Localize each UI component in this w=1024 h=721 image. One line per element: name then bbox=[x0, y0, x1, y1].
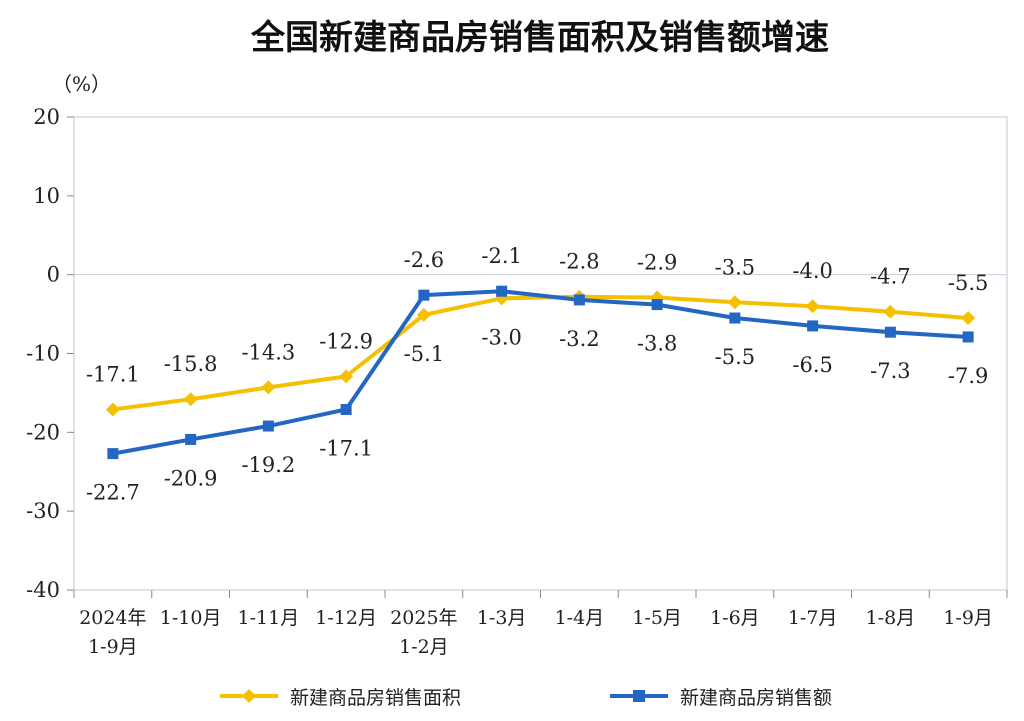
data-label-area: -3.0 bbox=[481, 325, 522, 349]
x-tick-label: 1-9月 bbox=[943, 607, 993, 629]
data-label-area: -5.5 bbox=[948, 271, 989, 295]
data-label-area: -3.5 bbox=[715, 255, 756, 279]
chart-title: 全国新建商品房销售面积及销售额增速 bbox=[251, 18, 829, 58]
data-point-sales bbox=[651, 299, 663, 311]
data-point-area bbox=[416, 307, 431, 322]
y-tick-label: 20 bbox=[33, 105, 60, 129]
data-point-area bbox=[961, 311, 976, 326]
series-line-1 bbox=[112, 289, 969, 456]
data-point-area bbox=[261, 380, 276, 395]
legend-label-area: 新建商品房销售面积 bbox=[290, 686, 462, 709]
legend-item-sales: 新建商品房销售额 bbox=[608, 682, 832, 710]
x-tick-label: 1-9月 bbox=[88, 636, 138, 658]
data-label-area: -4.0 bbox=[792, 259, 833, 283]
data-point-area bbox=[805, 299, 820, 314]
data-label-area: -12.9 bbox=[319, 329, 373, 353]
data-label-sales: -7.9 bbox=[948, 364, 989, 388]
y-tick-label: -30 bbox=[26, 499, 60, 523]
data-label-area: -17.1 bbox=[86, 362, 140, 386]
data-label-sales: -19.2 bbox=[241, 453, 295, 477]
legend-swatch-sales bbox=[610, 690, 668, 702]
data-point-sales bbox=[496, 285, 508, 297]
data-point-sales bbox=[729, 312, 741, 324]
data-label-area: -4.7 bbox=[870, 265, 911, 289]
data-point-area bbox=[105, 402, 120, 417]
x-tick-label: 1-4月 bbox=[555, 607, 605, 629]
x-tick-label: 1-12月 bbox=[315, 607, 377, 629]
data-label-area: -2.8 bbox=[559, 250, 600, 274]
data-point-sales bbox=[185, 433, 197, 445]
y-tick-label: 0 bbox=[47, 263, 60, 287]
data-label-sales: -22.7 bbox=[86, 481, 140, 505]
x-tick-label: 1-7月 bbox=[788, 607, 838, 629]
data-point-sales bbox=[340, 403, 352, 415]
data-point-sales bbox=[262, 420, 274, 432]
x-tick-label: 1-6月 bbox=[710, 607, 760, 629]
data-label-sales: -3.2 bbox=[559, 327, 600, 351]
x-tick-label: 2025年 bbox=[390, 607, 457, 629]
data-label-sales: -20.9 bbox=[164, 466, 218, 490]
x-tick-label: 1-3月 bbox=[477, 607, 527, 629]
legend-label-sales: 新建商品房销售额 bbox=[680, 686, 833, 709]
x-tick-label: 2024年 bbox=[79, 607, 146, 629]
y-tick-label: -20 bbox=[26, 420, 60, 444]
data-label-sales: -2.1 bbox=[481, 244, 522, 268]
y-tick-label: -10 bbox=[26, 342, 60, 366]
data-label-area: -14.3 bbox=[241, 340, 295, 364]
data-label-sales: -3.8 bbox=[637, 332, 678, 356]
x-tick-label: 1-5月 bbox=[632, 607, 682, 629]
x-tick-label: 1-10月 bbox=[160, 607, 222, 629]
legend-swatch-area bbox=[220, 689, 278, 703]
data-point-area bbox=[727, 295, 742, 310]
data-point-sales bbox=[884, 326, 896, 338]
x-tick-label: 1-11月 bbox=[238, 607, 300, 629]
data-point-area bbox=[339, 369, 354, 384]
data-label-sales: -6.5 bbox=[792, 353, 833, 377]
data-label-area: -15.8 bbox=[164, 352, 218, 376]
data-point-area bbox=[883, 304, 898, 319]
data-label-sales: -5.5 bbox=[715, 345, 756, 369]
data-point-sales bbox=[962, 331, 974, 343]
data-point-area bbox=[183, 392, 198, 407]
data-point-sales bbox=[418, 289, 430, 301]
data-label-sales: -2.6 bbox=[404, 248, 445, 272]
y-tick-label: -40 bbox=[26, 578, 60, 602]
data-label-sales: -7.3 bbox=[870, 359, 911, 383]
x-tick-label: 1-2月 bbox=[399, 636, 449, 658]
y-axis-unit: （%） bbox=[52, 72, 112, 96]
data-label-area: -5.1 bbox=[404, 342, 445, 366]
data-point-sales bbox=[107, 448, 119, 460]
data-label-area: -2.9 bbox=[637, 251, 678, 275]
x-tick-label: 1-8月 bbox=[866, 607, 916, 629]
y-tick-label: 10 bbox=[33, 184, 60, 208]
data-point-sales bbox=[573, 294, 585, 306]
data-label-sales: -17.1 bbox=[319, 436, 373, 460]
legend-item-area: 新建商品房销售面积 bbox=[218, 682, 461, 710]
data-point-sales bbox=[807, 320, 819, 332]
